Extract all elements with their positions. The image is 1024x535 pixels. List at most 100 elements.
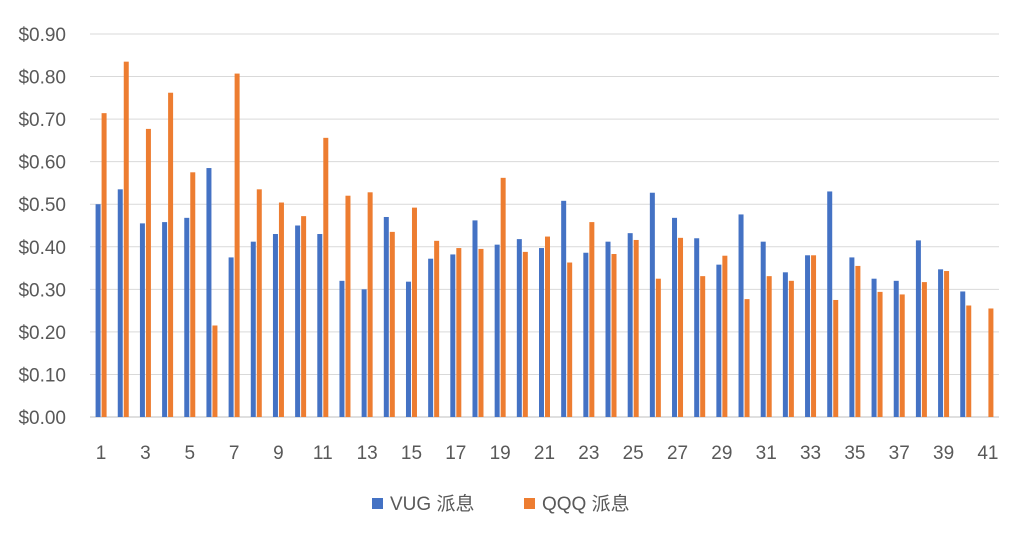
bar-qqq bbox=[256, 189, 262, 417]
y-tick-label: $0.50 bbox=[18, 195, 66, 216]
x-tick-label: 23 bbox=[578, 443, 599, 464]
bar-qqq bbox=[988, 308, 994, 417]
bar-vug bbox=[317, 234, 323, 417]
bar-vug bbox=[782, 272, 788, 417]
bar-qqq bbox=[145, 128, 151, 417]
bar-qqq bbox=[434, 240, 440, 417]
bar-vug bbox=[893, 280, 899, 417]
y-tick-label: $0.20 bbox=[18, 323, 66, 344]
bar-qqq bbox=[700, 276, 706, 417]
y-tick-label: $0.90 bbox=[18, 25, 66, 46]
bar-qqq bbox=[855, 265, 861, 417]
bar-qqq bbox=[788, 280, 794, 417]
x-tick-label: 35 bbox=[844, 443, 865, 464]
bar-qqq bbox=[877, 291, 883, 417]
bar-vug bbox=[184, 217, 190, 417]
legend-label: VUG 派息 bbox=[390, 493, 474, 515]
x-tick-label: 21 bbox=[534, 443, 555, 464]
x-tick-label: 31 bbox=[756, 443, 777, 464]
bar-qqq bbox=[123, 61, 129, 418]
bar-vug bbox=[760, 241, 766, 417]
bar-qqq bbox=[345, 195, 351, 417]
y-tick-label: $0.70 bbox=[18, 110, 66, 131]
bar-vug bbox=[472, 220, 478, 417]
bar-vug bbox=[738, 214, 744, 417]
bar-vug bbox=[383, 216, 389, 417]
bar-qqq bbox=[899, 294, 905, 417]
bar-vug bbox=[228, 257, 234, 417]
x-tick-label: 3 bbox=[140, 443, 151, 464]
y-tick-label: $0.00 bbox=[18, 408, 66, 429]
bar-qqq bbox=[323, 137, 329, 417]
bar-qqq bbox=[766, 276, 772, 417]
x-tick-label: 33 bbox=[800, 443, 821, 464]
bar-vug bbox=[494, 244, 500, 417]
x-tick-label: 7 bbox=[229, 443, 240, 464]
bar-vug bbox=[627, 233, 633, 417]
bar-vug bbox=[716, 264, 722, 417]
bar-vug bbox=[805, 255, 811, 417]
bar-qqq bbox=[545, 236, 550, 417]
y-tick-label: $0.60 bbox=[18, 153, 66, 174]
legend: VUG 派息 QQQ 派息 bbox=[372, 493, 630, 515]
bar-vug bbox=[272, 234, 278, 417]
bar-vug bbox=[295, 225, 301, 417]
bar-qqq bbox=[589, 222, 595, 417]
bar-vug bbox=[960, 291, 966, 417]
bar-vug bbox=[938, 269, 944, 417]
bar-vug bbox=[694, 238, 700, 417]
x-tick-label: 17 bbox=[445, 443, 466, 464]
bar-qqq bbox=[478, 248, 484, 417]
y-axis: $0.00 $0.10 $0.20 $0.30 $0.40 $0.50 $0.60 $0.70… bbox=[18, 25, 66, 429]
bars bbox=[95, 61, 994, 418]
bar-vug bbox=[649, 192, 655, 417]
bar-qqq bbox=[633, 239, 639, 417]
bar-vug bbox=[583, 252, 589, 417]
bar-vug bbox=[206, 168, 212, 417]
bar-qqq bbox=[678, 237, 684, 417]
bar-qqq bbox=[411, 207, 417, 417]
bar-vug bbox=[428, 258, 434, 417]
legend-swatch bbox=[524, 498, 535, 509]
bar-vug bbox=[561, 200, 567, 417]
bar-qqq bbox=[744, 299, 750, 417]
bar-vug bbox=[672, 217, 678, 417]
bar-vug bbox=[117, 189, 123, 417]
x-tick-label: 27 bbox=[667, 443, 688, 464]
x-tick-label: 25 bbox=[623, 443, 644, 464]
bar-qqq bbox=[301, 216, 307, 417]
bar-vug bbox=[450, 254, 456, 417]
bar-vug bbox=[405, 281, 411, 417]
bar-qqq bbox=[278, 202, 284, 417]
bar-vug bbox=[516, 239, 522, 417]
bar-vug bbox=[250, 241, 256, 417]
y-tick-label: $0.30 bbox=[18, 280, 66, 301]
bar-vug bbox=[339, 280, 345, 417]
bar-qqq bbox=[389, 231, 395, 417]
bar-qqq bbox=[655, 278, 661, 417]
x-tick-label: 9 bbox=[273, 443, 284, 464]
x-tick-label: 5 bbox=[184, 443, 195, 464]
bar-qqq bbox=[212, 325, 218, 417]
bar-vug bbox=[361, 289, 367, 417]
bar-qqq bbox=[944, 271, 950, 417]
bar-qqq bbox=[456, 248, 462, 417]
bar-qqq bbox=[921, 282, 927, 417]
x-tick-label: 13 bbox=[357, 443, 378, 464]
bar-vug bbox=[95, 204, 101, 417]
bar-qqq bbox=[190, 172, 196, 417]
x-tick-label: 19 bbox=[490, 443, 511, 464]
bar-qqq bbox=[966, 305, 972, 417]
bar-qqq bbox=[567, 262, 573, 417]
bar-qqq bbox=[833, 299, 839, 417]
bar-vug bbox=[539, 248, 544, 417]
x-tick-label: 29 bbox=[711, 443, 732, 464]
bar-qqq bbox=[522, 251, 528, 417]
y-tick-label: $0.40 bbox=[18, 238, 66, 259]
bar-qqq bbox=[611, 254, 617, 417]
bar-vug bbox=[162, 222, 168, 417]
legend-swatch bbox=[372, 498, 383, 509]
gridlines bbox=[90, 33, 999, 418]
